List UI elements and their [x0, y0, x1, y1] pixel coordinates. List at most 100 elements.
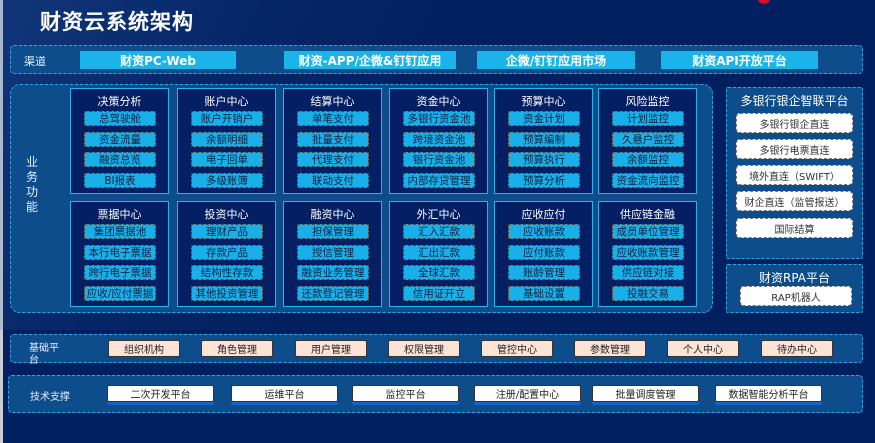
- module-title: 风险监控: [625, 95, 670, 108]
- module-card: 决策分析总驾驶舱资金流量融资总览 BI报表: [70, 88, 169, 194]
- module-card: 投资中心理财产品存款产品结构性存款其他投资管理: [177, 201, 276, 307]
- module-item[interactable]: 代理支付: [297, 152, 369, 167]
- module-item[interactable]: BI报表: [84, 172, 156, 188]
- module-item[interactable]: 银行资金池: [403, 152, 475, 167]
- module-item[interactable]: 其他投资管理: [191, 285, 263, 301]
- module-title: 资金中心: [416, 95, 461, 108]
- channel-app[interactable]: 财资-APP/企微&钉钉应用: [284, 51, 456, 69]
- module-item[interactable]: 资金流向监控: [612, 172, 684, 188]
- logo-icon: [758, 0, 770, 4]
- left-edge: [0, 0, 3, 443]
- module-item[interactable]: 存款产品: [191, 244, 263, 260]
- module-item[interactable]: 跨行电子票据: [84, 265, 156, 280]
- module-item[interactable]: 集团票据池: [84, 224, 156, 239]
- module-item[interactable]: 全球汇款: [403, 265, 475, 280]
- base-platform-button[interactable]: 组织机构: [108, 340, 180, 357]
- tech-support-button[interactable]: 二次开发平台: [107, 385, 214, 402]
- module-item[interactable]: 预算编制: [508, 131, 580, 147]
- module-item[interactable]: 预算执行: [508, 152, 580, 167]
- module-item[interactable]: 内部存贷管理: [403, 172, 475, 188]
- module-item[interactable]: 投融交易: [612, 285, 684, 301]
- module-item[interactable]: 融资业务管理: [297, 265, 369, 280]
- module-item[interactable]: 计划监控: [612, 111, 684, 126]
- module-item[interactable]: 多级账簿: [191, 172, 263, 188]
- base-platform-button[interactable]: 角色管理: [201, 340, 273, 357]
- tech-support-button[interactable]: 运维平台: [231, 385, 338, 402]
- module-title: 外汇中心: [416, 208, 461, 221]
- module-item[interactable]: 应收账款管理: [612, 244, 684, 260]
- module-item[interactable]: 本行电子票据: [84, 244, 156, 260]
- bank-platform-item[interactable]: 财企直连（监管报送）: [736, 191, 853, 211]
- base-platform-label: 基础平台: [29, 343, 59, 366]
- module-item[interactable]: 联动支付: [297, 172, 369, 188]
- base-platform-button[interactable]: 待办中心: [761, 340, 833, 357]
- bank-platform-item[interactable]: 境外直连（SWIFT）: [736, 165, 853, 185]
- bank-platform-title: 多银行银企智联平台: [740, 94, 849, 108]
- module-item[interactable]: 供应链对接: [612, 265, 684, 280]
- module-item[interactable]: 跨境资金池: [403, 131, 475, 147]
- module-item[interactable]: 总驾驶舱: [84, 111, 156, 126]
- module-title: 投资中心: [204, 208, 249, 221]
- module-title: 应收应付: [521, 208, 566, 221]
- tech-support-button[interactable]: 批量调度管理: [592, 385, 699, 402]
- module-item[interactable]: 结构性存款: [191, 265, 263, 280]
- module-card: 供应链金融成员单位管理 应收账款管理 供应链对接投融交易: [598, 201, 697, 307]
- page-title: 财资云系统架构: [40, 10, 194, 34]
- bank-platform-item[interactable]: 多银行电票直连: [736, 139, 853, 159]
- business-label: 业务功能: [26, 155, 39, 214]
- base-platform-button[interactable]: 个人中心: [667, 340, 739, 357]
- module-item[interactable]: 余额监控: [612, 152, 684, 167]
- module-item[interactable]: 担保管理: [297, 224, 369, 239]
- base-platform-button[interactable]: 用户管理: [295, 340, 367, 357]
- module-card: 票据中心集团票据池本行电子票据 跨行电子票据 应收/应付票据: [70, 201, 169, 307]
- module-item[interactable]: 融资总览: [84, 152, 156, 167]
- module-card: 资金中心多银行资金池 跨境资金池银行资金池内部存贷管理: [389, 88, 488, 194]
- base-platform-button[interactable]: 管控中心: [481, 340, 553, 357]
- module-item[interactable]: 授信管理: [297, 244, 369, 260]
- module-card: 风险监控计划监控久悬户监控余额监控资金流向监控: [598, 88, 697, 194]
- module-item[interactable]: 电子回单: [191, 152, 263, 167]
- rpa-platform-title: 财资RPA平台: [758, 271, 831, 285]
- tech-support-button[interactable]: 监控平台: [352, 385, 459, 402]
- module-item[interactable]: 应付账款: [508, 244, 580, 260]
- module-item[interactable]: 账户开销户: [191, 111, 263, 126]
- module-item[interactable]: 应收/应付票据: [84, 285, 156, 301]
- module-title: 融资中心: [310, 208, 355, 221]
- module-item[interactable]: 资金计划: [508, 111, 580, 126]
- channel-api-platform[interactable]: 财资API开放平台: [661, 51, 818, 69]
- module-item[interactable]: 久悬户监控: [612, 131, 684, 147]
- module-item[interactable]: 还款登记管理: [297, 285, 369, 301]
- module-title: 结算中心: [310, 95, 355, 108]
- channel-pc-web[interactable]: 财资PC-Web: [80, 51, 236, 69]
- module-item[interactable]: 多银行资金池: [403, 111, 475, 126]
- module-item[interactable]: 单笔支付: [297, 111, 369, 126]
- bank-platform-item[interactable]: 国际结算: [736, 218, 853, 238]
- tech-support-button[interactable]: 注册/配置中心: [474, 385, 581, 402]
- module-card: 预算中心资金计划预算编制预算执行预算分析: [494, 88, 593, 194]
- module-item[interactable]: 成员单位管理: [612, 224, 684, 239]
- module-title: 供应链金融: [620, 208, 675, 221]
- base-platform-button[interactable]: 权限管理: [388, 340, 460, 357]
- module-item[interactable]: 信用证开立: [403, 285, 475, 301]
- tech-support-button[interactable]: 数据智能分析平台: [715, 385, 822, 402]
- channel-app-market[interactable]: 企微/钉钉应用市场: [477, 51, 635, 69]
- module-card: 应收应付应收账款应付账款账龄管理基础设置: [494, 201, 593, 307]
- module-item[interactable]: 账龄管理: [508, 265, 580, 280]
- module-item[interactable]: 理财产品: [191, 224, 263, 239]
- module-item[interactable]: 批量支付: [297, 131, 369, 147]
- module-title: 决策分析: [97, 95, 142, 108]
- module-card: 结算中心单笔支付批量支付代理支付联动支付: [283, 88, 382, 194]
- bank-platform-item[interactable]: 多银行银企直连: [736, 113, 853, 133]
- module-item[interactable]: 预算分析: [508, 172, 580, 188]
- module-title: 票据中心: [97, 208, 142, 221]
- module-item[interactable]: 应收账款: [508, 224, 580, 239]
- module-item[interactable]: 资金流量: [84, 131, 156, 147]
- module-item[interactable]: 基础设置: [508, 285, 580, 301]
- rpa-robot[interactable]: RAP机器人: [740, 286, 852, 306]
- base-platform-button[interactable]: 参数管理: [574, 340, 646, 357]
- module-item[interactable]: 汇出汇款: [403, 244, 475, 260]
- module-item[interactable]: 余额明细: [191, 131, 263, 147]
- module-card: 账户中心 账户开销户 余额明细 电子回单 多级账簿: [177, 88, 276, 194]
- module-item[interactable]: 汇入汇款: [403, 224, 475, 239]
- module-title: 预算中心: [521, 95, 566, 108]
